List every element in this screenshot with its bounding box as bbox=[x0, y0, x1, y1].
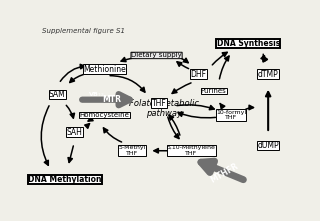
Text: DNA Methylation: DNA Methylation bbox=[28, 175, 101, 184]
Text: Purines: Purines bbox=[201, 88, 227, 94]
Text: SAH: SAH bbox=[67, 128, 83, 137]
Text: DHF: DHF bbox=[191, 70, 207, 79]
Text: Folate metabolic
pathway: Folate metabolic pathway bbox=[129, 99, 199, 118]
Text: Supplemental figure S1: Supplemental figure S1 bbox=[43, 28, 125, 34]
Text: Methionine: Methionine bbox=[83, 65, 126, 74]
Text: SAM: SAM bbox=[49, 90, 66, 99]
Text: MTR: MTR bbox=[102, 95, 121, 104]
Text: 5,10-Methylene
THF: 5,10-Methylene THF bbox=[167, 145, 216, 156]
Text: MTHFR: MTHFR bbox=[209, 162, 240, 185]
Text: 10-formyl
THF: 10-formyl THF bbox=[216, 110, 246, 120]
Text: THF: THF bbox=[152, 99, 166, 108]
Text: VB$_{12}$: VB$_{12}$ bbox=[88, 90, 105, 99]
Text: 5-Methyl
THF: 5-Methyl THF bbox=[118, 145, 146, 156]
Text: Dietary supply: Dietary supply bbox=[131, 52, 182, 58]
Text: DNA Synthesis: DNA Synthesis bbox=[217, 39, 280, 48]
Text: dUMP: dUMP bbox=[257, 141, 279, 150]
Text: Homocysteine: Homocysteine bbox=[80, 112, 129, 118]
Text: dTMP: dTMP bbox=[258, 70, 278, 79]
